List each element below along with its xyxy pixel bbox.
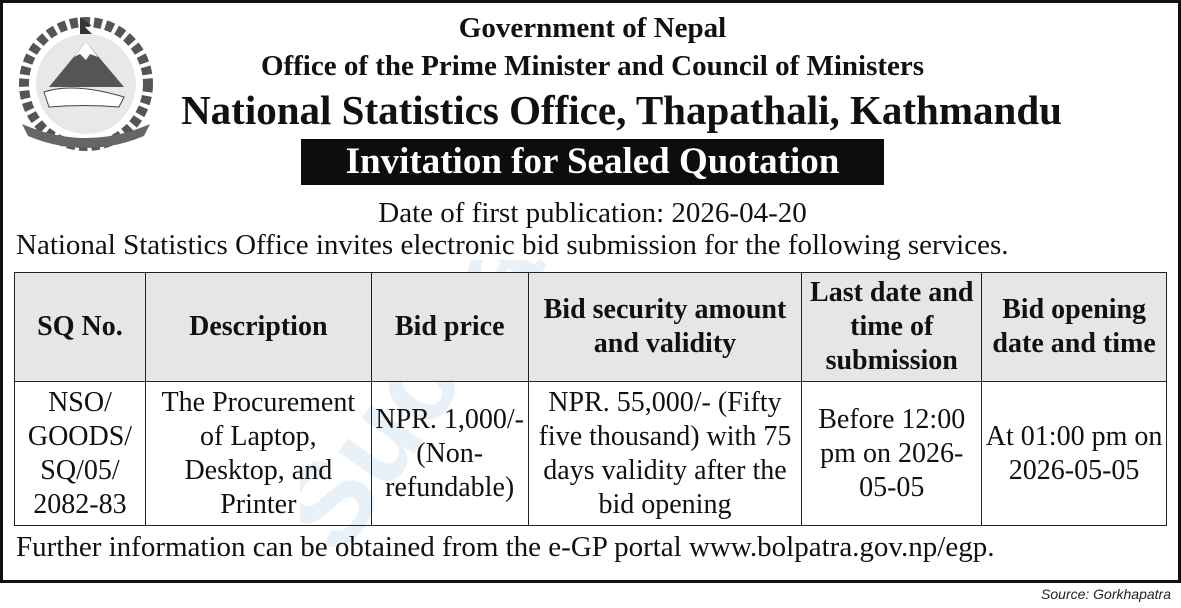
cell-sq-no: NSO/ GOODS/ SQ/05/ 2082-83	[14, 381, 146, 526]
col-description: Description	[144, 272, 372, 382]
col-opening: Bid opening date and time	[981, 272, 1167, 382]
nepal-emblem-icon	[19, 17, 153, 151]
header-office: Office of the Prime Minister and Council…	[260, 50, 925, 82]
cell-bid-security: NPR. 55,000/- (Fifty five thousand) with…	[527, 381, 803, 526]
col-bid-security: Bid security amount and validity	[527, 272, 803, 382]
col-last-date: Last date and time of submission	[801, 272, 983, 382]
intro-text: National Statistics Office invites elect…	[16, 229, 1009, 261]
header-government: Government of Nepal	[458, 12, 727, 44]
cell-bid-price: NPR. 1,000/- (Non-refundable)	[370, 381, 529, 526]
cell-last-date: Before 12:00 pm on 2026-05-05	[801, 381, 983, 526]
notice-title-banner: Invitation for Sealed Quotation	[301, 139, 884, 185]
source-credit: Source: Gorkhapatra	[1041, 586, 1171, 602]
table-row: NSO/ GOODS/ SQ/05/ 2082-83 The Procureme…	[14, 381, 1167, 526]
cell-opening: At 01:00 pm on 2026-05-05	[981, 381, 1167, 526]
table-header-row: SQ No. Description Bid price Bid securit…	[14, 272, 1167, 382]
publication-date: Date of first publication: 2026-04-20	[378, 197, 807, 229]
footer-info: Further information can be obtained from…	[16, 531, 995, 563]
col-bid-price: Bid price	[370, 272, 529, 382]
notice-frame	[0, 0, 1181, 583]
cell-description: The Procurement of Laptop, Desktop, and …	[144, 381, 372, 526]
header-nso: National Statistics Office, Thapathali, …	[181, 87, 1062, 133]
col-sq-no: SQ No.	[14, 272, 146, 382]
quotation-table: SQ No. Description Bid price Bid securit…	[14, 272, 1167, 526]
